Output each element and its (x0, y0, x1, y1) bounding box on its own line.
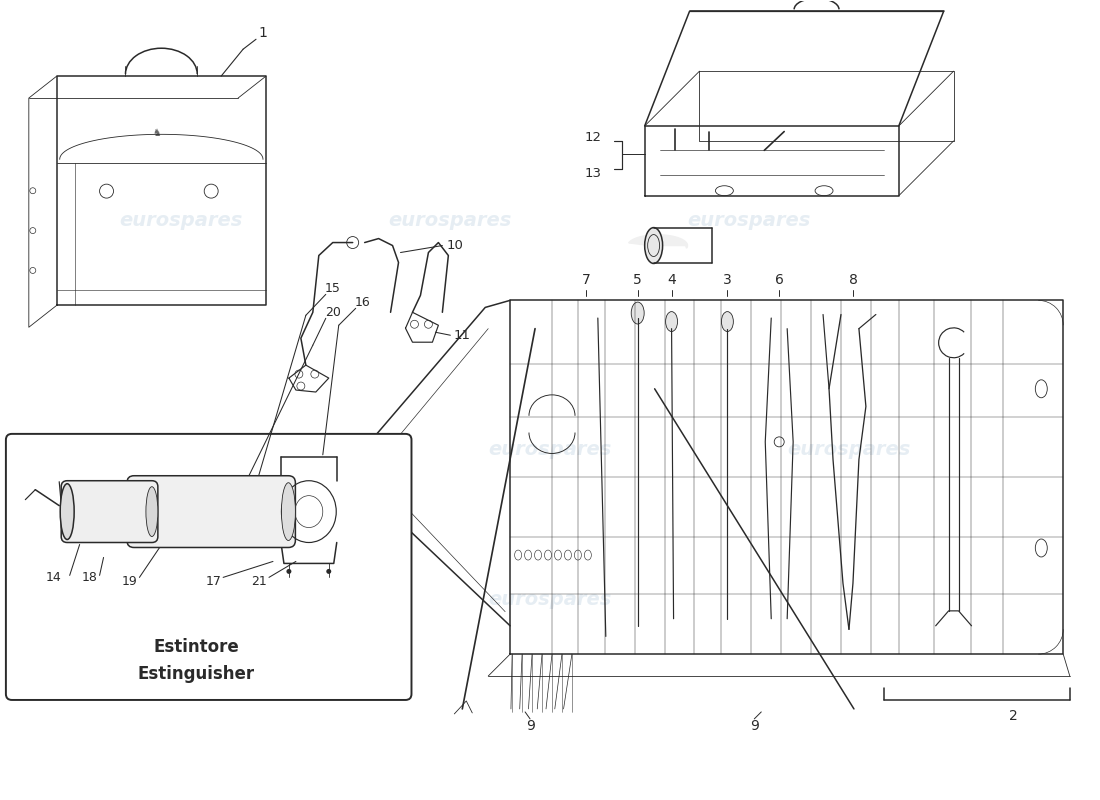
Text: eurospares: eurospares (120, 440, 243, 459)
Text: 9: 9 (526, 719, 535, 733)
Text: 5: 5 (634, 274, 642, 287)
Text: 1: 1 (258, 26, 267, 40)
Text: Estintore: Estintore (153, 638, 239, 656)
Text: 20: 20 (324, 306, 341, 319)
Text: eurospares: eurospares (488, 590, 612, 609)
Ellipse shape (327, 569, 331, 574)
Text: eurospares: eurospares (189, 590, 312, 609)
Text: 2: 2 (1009, 709, 1018, 723)
Text: 18: 18 (81, 571, 98, 584)
Text: 6: 6 (774, 274, 783, 287)
Text: eurospares: eurospares (688, 211, 811, 230)
Text: 15: 15 (324, 282, 341, 295)
Ellipse shape (146, 486, 158, 537)
Text: 7: 7 (582, 274, 591, 287)
Text: 17: 17 (206, 575, 221, 588)
Ellipse shape (60, 484, 74, 539)
Ellipse shape (722, 312, 734, 331)
FancyBboxPatch shape (6, 434, 411, 700)
Text: eurospares: eurospares (388, 211, 512, 230)
Text: 8: 8 (848, 274, 857, 287)
Ellipse shape (631, 302, 645, 324)
Text: 21: 21 (251, 575, 267, 588)
Ellipse shape (666, 312, 678, 331)
Text: Estinguisher: Estinguisher (138, 665, 255, 683)
Text: eurospares: eurospares (488, 440, 612, 459)
Ellipse shape (645, 228, 662, 263)
Text: 10: 10 (447, 239, 464, 252)
Text: 11: 11 (454, 329, 471, 342)
Text: eurospares: eurospares (120, 211, 243, 230)
Text: eurospares: eurospares (788, 440, 911, 459)
Text: 12: 12 (585, 131, 602, 144)
Polygon shape (629, 234, 688, 248)
Text: 16: 16 (355, 296, 371, 309)
Ellipse shape (286, 569, 292, 574)
FancyBboxPatch shape (62, 481, 158, 542)
Text: 14: 14 (46, 571, 62, 584)
Ellipse shape (282, 482, 296, 541)
Text: 9: 9 (750, 719, 759, 733)
Text: 3: 3 (723, 274, 732, 287)
Text: 13: 13 (585, 166, 602, 180)
Text: 4: 4 (668, 274, 676, 287)
Text: 19: 19 (122, 575, 138, 588)
FancyBboxPatch shape (126, 476, 296, 547)
Text: ♞: ♞ (152, 128, 161, 138)
